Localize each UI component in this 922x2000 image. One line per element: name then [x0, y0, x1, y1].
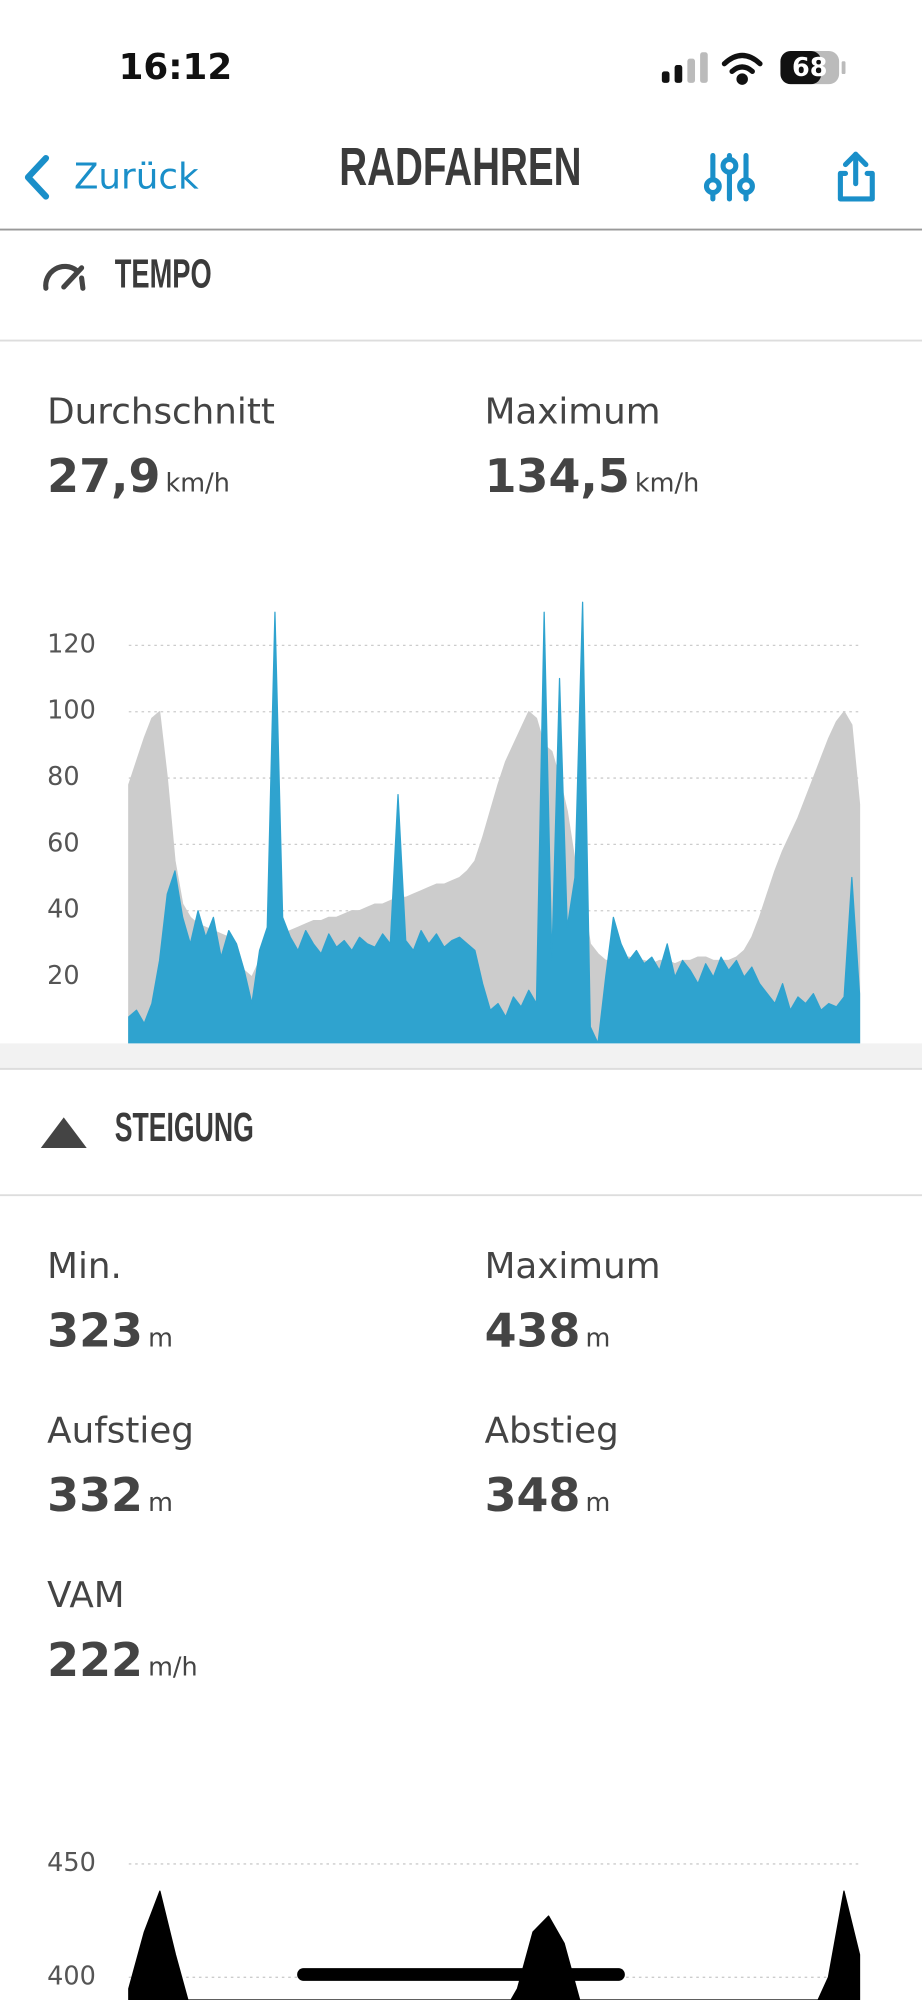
stat-value: 332: [47, 1468, 143, 1522]
stat-unit: km/h: [635, 469, 699, 499]
y-tick-label: 60: [47, 828, 79, 858]
y-tick-label: 100: [47, 696, 96, 726]
y-tick-label: 400: [47, 1961, 96, 1991]
stat-label: Abstieg: [485, 1410, 619, 1451]
stat-value: 222: [47, 1633, 143, 1687]
section-title: STEIGUNG: [115, 1104, 254, 1150]
battery-level: [780, 51, 822, 85]
stat-value: 27,9: [47, 449, 160, 503]
overlay: [297, 1968, 625, 1981]
charts: 20 40 60 80 100 120 400 450: [47, 601, 861, 2000]
clock: 16:12: [119, 47, 233, 88]
stat-unit: m: [148, 1323, 173, 1353]
section-title: TEMPO: [115, 251, 212, 297]
area: [128, 601, 861, 1045]
stat-value: 348: [485, 1468, 581, 1522]
wifi-icon: [721, 52, 763, 85]
battery-cap: [841, 61, 846, 74]
stat-unit: m: [148, 1488, 173, 1518]
back-button[interactable]: Zurück: [74, 157, 199, 198]
y-tick-label: 120: [47, 629, 96, 659]
stat-value: 438: [485, 1304, 581, 1358]
stat-unit: m: [586, 1323, 611, 1353]
stat-unit: m: [586, 1488, 611, 1518]
chart: 20 40 60 80 100 120: [47, 601, 861, 1045]
signal-icon: [661, 52, 708, 83]
home-indicator: [297, 1968, 625, 1981]
y-tick-label: 80: [47, 762, 79, 792]
page-title: RADFAHREN: [339, 138, 581, 197]
speed-icon: [43, 263, 86, 291]
stat-unit: km/h: [166, 469, 230, 499]
share-button[interactable]: [837, 151, 875, 202]
stat-unit: m/h: [148, 1652, 198, 1682]
battery-percent: 68: [792, 53, 827, 83]
y-tick-label: 450: [47, 1848, 96, 1878]
back-chevron[interactable]: [24, 154, 50, 200]
stat-value: 134,5: [485, 449, 630, 503]
section-gap: [0, 1043, 922, 1069]
stat-label: VAM: [47, 1575, 124, 1616]
stat-label: Min.: [47, 1246, 122, 1287]
stat-label: Aufstieg: [47, 1410, 194, 1451]
mountain-icon: [40, 1117, 87, 1148]
y-tick-label: 20: [47, 961, 79, 991]
filter-button[interactable]: [703, 153, 755, 202]
y-tick-label: 40: [47, 895, 79, 925]
stat-label: Durchschnitt: [47, 391, 275, 432]
stat-label: Maximum: [485, 1246, 661, 1287]
stat-label: Maximum: [485, 391, 661, 432]
stat-value: 323: [47, 1304, 143, 1358]
